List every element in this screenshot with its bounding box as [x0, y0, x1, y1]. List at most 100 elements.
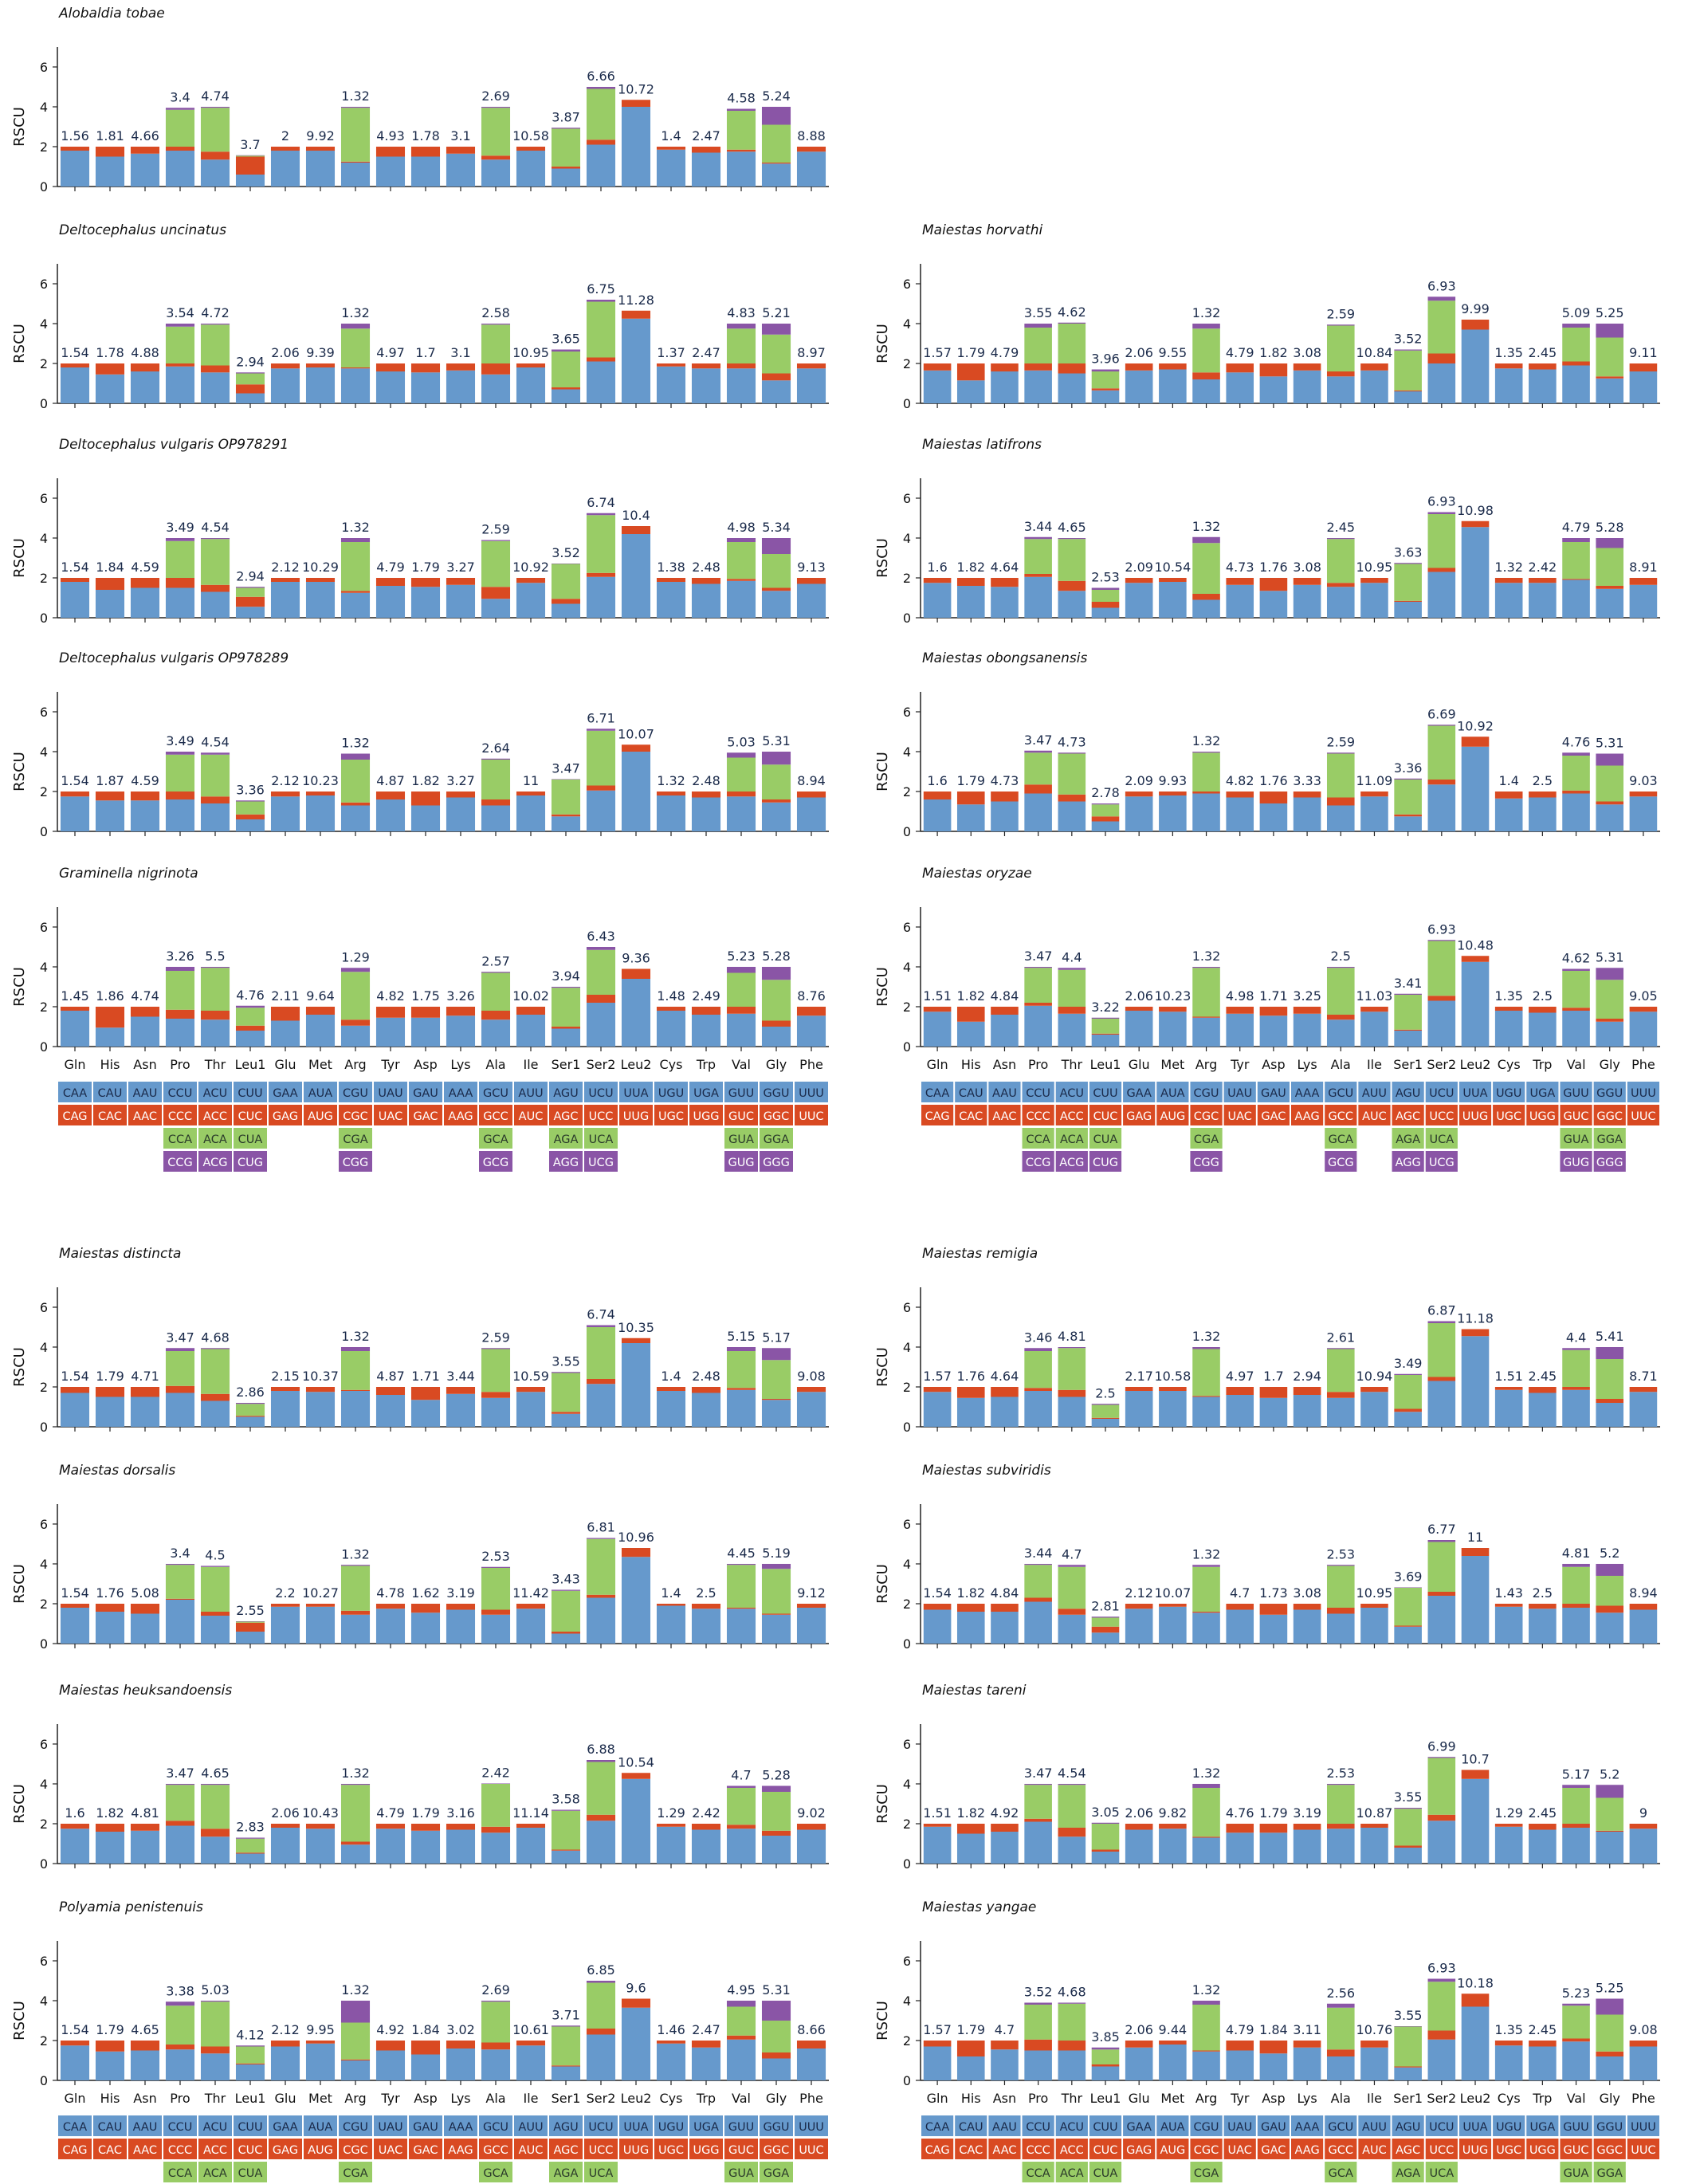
- bar-segment: [1024, 2002, 1052, 2005]
- bar-segment: [1091, 1852, 1120, 1864]
- bar-segment: [130, 2041, 160, 2051]
- codon-cell: [1458, 2139, 1492, 2159]
- bar-segment: [1024, 1601, 1052, 1644]
- data-label: 11: [523, 773, 539, 788]
- bar-segment: [1596, 337, 1624, 377]
- y-tick-label: 2: [903, 571, 911, 586]
- codon-cell: [760, 2162, 793, 2182]
- x-tick-label: His: [961, 2091, 981, 2106]
- bar-segment: [923, 370, 952, 403]
- bar-segment: [1427, 1000, 1456, 1047]
- bar-segment: [375, 1395, 406, 1427]
- bar-segment: [340, 163, 371, 187]
- bar-segment: [1259, 803, 1288, 831]
- y-tick-label: 6: [903, 1300, 911, 1315]
- bar-segment: [1394, 1375, 1422, 1409]
- codon-cell: [1425, 2162, 1458, 2182]
- data-label: 1.54: [61, 1585, 89, 1601]
- bar-segment: [1360, 796, 1388, 831]
- bar-segment: [200, 1784, 230, 1785]
- data-label: 4.98: [1226, 988, 1254, 1004]
- codon-cell: [93, 2115, 127, 2136]
- bar-segment: [1596, 2051, 1624, 2056]
- bar-segment: [1427, 941, 1456, 996]
- codon-cell: [1560, 2162, 1592, 2182]
- bar-segment: [621, 1773, 651, 1779]
- codon-cell: [955, 2139, 987, 2159]
- bar-segment: [1427, 2030, 1456, 2040]
- bar-segment: [1024, 576, 1052, 618]
- bar-segment: [340, 760, 371, 803]
- bar-segment: [586, 1327, 616, 1379]
- bar-segment: [1091, 821, 1120, 831]
- bar-segment: [130, 1824, 160, 1831]
- data-label: 5.28: [762, 949, 791, 964]
- y-tick-label: 4: [40, 1777, 48, 1792]
- data-label: 4.84: [991, 1585, 1019, 1601]
- bar-segment: [481, 799, 511, 806]
- codon-cell: [93, 1105, 127, 1125]
- codon-cell: [1055, 2115, 1088, 2136]
- bar-segment: [1529, 1609, 1557, 1644]
- codon-label: AUC: [519, 1110, 544, 1123]
- bar-segment: [761, 554, 791, 588]
- data-label: 1.46: [657, 2022, 685, 2037]
- bar-segment: [726, 792, 756, 797]
- bar-segment: [956, 804, 985, 831]
- bar-segment: [726, 1013, 756, 1047]
- bar-segment: [270, 578, 300, 582]
- bar-segment: [1596, 1830, 1624, 1832]
- data-label: 9.05: [1629, 988, 1658, 1004]
- bar-segment: [410, 805, 441, 831]
- codon-label: UUC: [1631, 2144, 1655, 2157]
- y-tick-label: 2: [40, 1817, 48, 1832]
- bar-segment: [60, 1824, 90, 1829]
- bar-segment: [1192, 752, 1220, 792]
- bar-segment: [95, 363, 125, 375]
- data-label: 3.69: [1394, 1569, 1423, 1585]
- codon-label: GAG: [273, 2144, 298, 2157]
- bar-segment: [200, 2001, 230, 2047]
- codon-label: UCA: [1429, 2167, 1454, 2180]
- bar-segment: [586, 729, 616, 731]
- bar-segment: [1562, 1788, 1590, 1824]
- bar-segment: [270, 1824, 300, 1828]
- y-axis-title: RSCU: [11, 1564, 28, 1604]
- data-label: 1.56: [61, 128, 89, 143]
- data-label: 4.74: [131, 988, 159, 1004]
- bar-segment: [1091, 1822, 1120, 1824]
- codon-cell: [1190, 2139, 1223, 2159]
- data-label: 1.32: [341, 305, 370, 320]
- data-label: 8.88: [797, 128, 826, 143]
- bar-segment: [375, 147, 406, 157]
- bar-segment: [1596, 1403, 1624, 1427]
- bar-segment: [691, 363, 721, 369]
- bar-segment: [656, 2043, 686, 2080]
- data-label: 8.71: [1629, 1369, 1658, 1384]
- data-label: 1.32: [1192, 1329, 1221, 1344]
- bar-segment: [726, 967, 756, 973]
- bar-segment: [1629, 1604, 1658, 1610]
- bar-segment: [1091, 2049, 1120, 2064]
- data-label: 4.98: [727, 520, 756, 535]
- x-tick-label: Tyr: [1230, 2091, 1250, 2106]
- bar-segment: [551, 1412, 581, 1414]
- data-label: 2.06: [271, 345, 300, 360]
- bar-segment: [551, 603, 581, 618]
- codon-label: CCA: [168, 2167, 192, 2180]
- y-tick-label: 4: [903, 1993, 911, 2009]
- data-label: 1.35: [1494, 2022, 1523, 2037]
- data-label: 2.12: [271, 2022, 300, 2037]
- codon-label: GGC: [1596, 1110, 1623, 1123]
- bar-segment: [1091, 388, 1120, 391]
- bar-segment: [761, 380, 791, 403]
- bar-segment: [481, 1568, 511, 1610]
- data-label: 1.57: [923, 1369, 952, 1384]
- data-label: 9.64: [306, 988, 335, 1004]
- data-label: 3.55: [1394, 2008, 1423, 2023]
- bar-segment: [200, 539, 230, 585]
- data-label: 1.6: [65, 1805, 84, 1821]
- x-tick-label: Thr: [1061, 1057, 1083, 1072]
